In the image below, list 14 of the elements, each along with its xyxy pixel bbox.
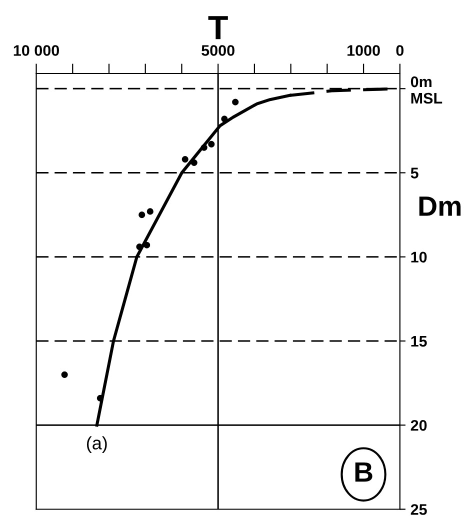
annotation: (a) — [86, 436, 107, 454]
y-tick-label: 25 — [410, 504, 427, 515]
x-axis-title: T — [208, 16, 228, 40]
y-tick-label: 15 — [411, 336, 427, 347]
x-tick-label: 0 — [396, 45, 404, 56]
y-tick-label: 20 — [410, 420, 427, 431]
y-axis-title: Dm — [419, 196, 461, 216]
y-tick-label: 10 — [411, 252, 427, 263]
x-tick-label: 10 000 — [14, 45, 60, 56]
y-tick-label: 5 — [410, 168, 418, 178]
y-tick-label: 0m MSL — [410, 76, 442, 104]
x-tick-label: 1000 — [348, 45, 380, 56]
x-tick-label: 5000 — [202, 45, 234, 56]
annotation: B — [355, 462, 372, 482]
